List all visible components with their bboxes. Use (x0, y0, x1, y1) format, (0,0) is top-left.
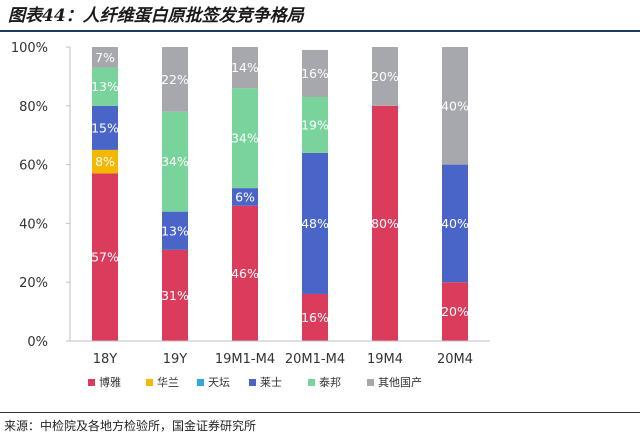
data-label: 14% (231, 60, 259, 75)
bar-segment (442, 164, 468, 283)
bar-segment (232, 188, 258, 206)
bar-segment (302, 293, 328, 341)
legend-swatch (367, 379, 374, 386)
legend-swatch (197, 379, 204, 386)
bar-segment (232, 205, 258, 341)
bar-segment (92, 173, 118, 341)
bar-segment (232, 47, 258, 89)
legend-label: 其他国产 (378, 375, 422, 389)
y-tick-label: 20% (19, 276, 48, 291)
legend: 博雅 华兰 天坛 莱士 泰邦 其他国产 (88, 375, 422, 389)
data-label: 16% (301, 310, 329, 325)
bar-segment (372, 47, 398, 106)
bar-segment (162, 249, 188, 341)
y-tick-label: 40% (19, 217, 48, 232)
legend-label: 泰邦 (319, 375, 341, 389)
bar-segment (442, 47, 468, 165)
x-tick-label: 19Y (163, 352, 188, 367)
data-label: 31% (161, 288, 189, 303)
legend-swatch (146, 379, 153, 386)
data-label: 46% (231, 266, 259, 281)
bar-segment (302, 96, 328, 153)
bar-segment (232, 88, 258, 189)
data-label: 80% (371, 216, 399, 231)
legend-label: 天坛 (208, 376, 230, 389)
data-label: 20% (371, 69, 399, 84)
legend-label: 博雅 (99, 375, 121, 389)
title-rule (0, 30, 640, 32)
legend-label: 莱士 (260, 376, 282, 389)
y-tick-label: 80% (19, 100, 48, 115)
bar-segment (162, 47, 188, 112)
bar-segment (162, 211, 188, 250)
source-rule (0, 412, 640, 413)
figure-title: 图表44：人纤维蛋白原批签发竞争格局 (8, 6, 304, 26)
bars: 57% 8% 15% 13% 7% 31% 13% 34% 22% 46% 6% 34% 14% 16% 4… (91, 47, 469, 341)
data-label: 13% (161, 223, 189, 238)
bar-segment (92, 67, 118, 106)
bar-segment (372, 105, 398, 341)
data-label: 19% (301, 117, 329, 132)
y-axis: 0% 20% 40% 60% 80% 100% (11, 41, 71, 350)
bar-segment (442, 282, 468, 341)
legend-swatch (308, 379, 315, 386)
data-label: 40% (441, 98, 469, 113)
bar-segment (92, 149, 118, 174)
x-tick-label: 20M1-M4 (285, 352, 345, 367)
data-label: 34% (161, 154, 189, 169)
data-label: 16% (301, 66, 329, 81)
bar-segment (302, 49, 328, 97)
x-axis: 18Y 19Y 19M1-M4 20M1-M4 19M4 20M4 (70, 340, 490, 367)
bar-segment (162, 111, 188, 212)
y-tick-label: 100% (11, 41, 48, 56)
data-label: 8% (95, 154, 115, 169)
data-label: 13% (91, 79, 119, 94)
data-label: 57% (91, 250, 119, 265)
y-tick-label: 0% (27, 335, 48, 350)
legend-label: 华兰 (157, 375, 179, 389)
data-label: 22% (161, 72, 189, 87)
bar-segment (92, 47, 118, 68)
data-label: 48% (301, 216, 329, 231)
bar-segment (92, 105, 118, 150)
data-label: 20% (441, 304, 469, 319)
data-label: 15% (91, 120, 119, 135)
data-label: 40% (441, 216, 469, 231)
data-label: 7% (95, 50, 115, 65)
y-tick-label: 60% (19, 159, 48, 174)
source-note: 来源：中检院及各地方检验所，国金证券研究所 (4, 419, 257, 433)
stacked-bar-chart: 0% 20% 40% 60% 80% 100% 57% 8% 15% 13% 7% 31% 13% 34… (11, 41, 490, 389)
x-tick-label: 19M4 (367, 352, 403, 367)
x-tick-label: 20M4 (437, 352, 473, 367)
x-tick-label: 19M1-M4 (215, 352, 275, 367)
bar-segment (302, 152, 328, 294)
legend-swatch (249, 379, 256, 386)
data-label: 34% (231, 131, 259, 146)
legend-swatch (88, 379, 95, 386)
x-tick-label: 18Y (93, 352, 118, 367)
data-label: 6% (235, 189, 255, 204)
